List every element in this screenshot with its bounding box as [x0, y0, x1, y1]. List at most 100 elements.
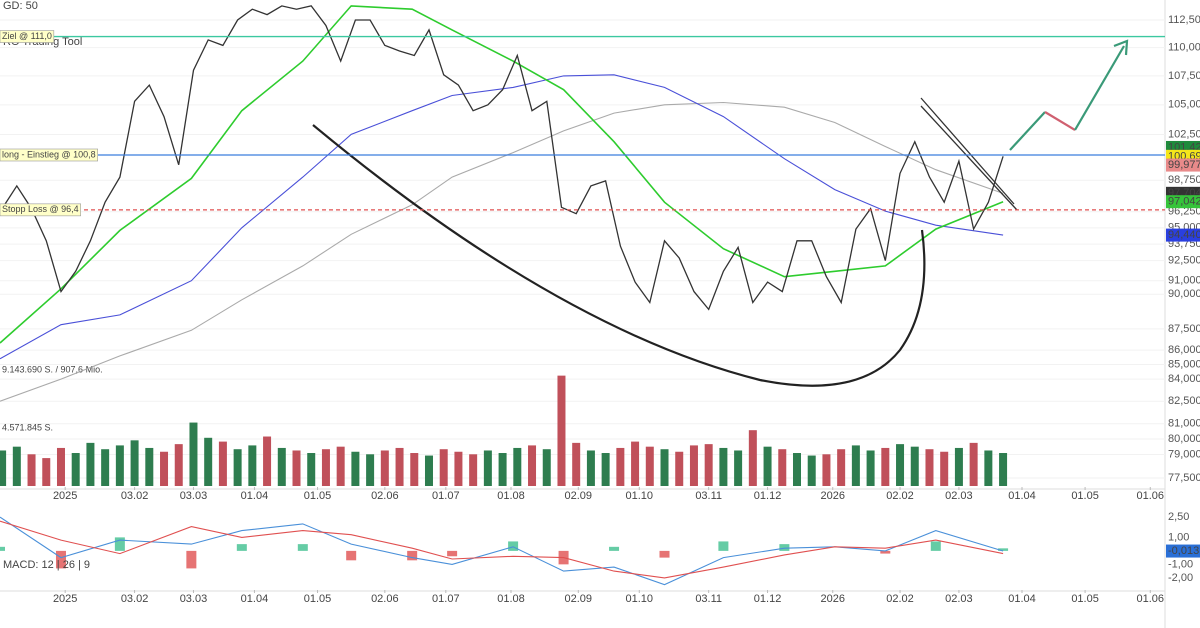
volume-bar [704, 444, 713, 486]
x-tick-label: 02.03 [945, 490, 973, 502]
x-tick-label: 02.09 [565, 490, 593, 502]
volume-bar [763, 446, 772, 486]
volume-bar [586, 450, 595, 486]
volume-bar [174, 444, 183, 486]
x-tick-label: 01.05 [1071, 593, 1099, 605]
volume-bar [792, 453, 801, 486]
x-tick-label: 02.06 [371, 490, 399, 502]
price-tag-label: 97,042 [1168, 196, 1200, 208]
volume-bar [645, 446, 654, 486]
level-label: long - Einstieg @ 100,8 [2, 149, 96, 159]
price-tag [1166, 195, 1200, 209]
volume-bar [454, 451, 463, 486]
volume-bar [734, 450, 743, 486]
histogram-bar [407, 550, 418, 561]
histogram-bar [236, 544, 247, 551]
histogram-bar [297, 544, 308, 551]
price-tag [1166, 544, 1200, 558]
histogram-bar [609, 546, 620, 551]
volume-tick-label: 9.143.690 S. / 907,6 Mio. [2, 364, 103, 374]
y-tick-label: -1,00 [1168, 558, 1193, 570]
trend-line [920, 105, 1018, 211]
level-label-box [0, 30, 55, 43]
volume-bar [366, 454, 375, 486]
histogram-bar [930, 541, 941, 551]
series-line [0, 5, 1004, 344]
volume-bar [307, 453, 316, 486]
volume-bar [395, 447, 404, 486]
volume-bar [866, 450, 875, 486]
series-line [0, 74, 1004, 360]
level-label-box [0, 203, 81, 217]
y-tick-label: 82,500 [1168, 395, 1200, 407]
histogram-bar [659, 550, 670, 558]
x-tick-label: 01.10 [626, 593, 654, 605]
axes: 112,500 110,000 107,500 105,000 102,500 98,75… [3, 0, 1200, 605]
x-tick-label: 01.08 [497, 490, 525, 502]
volume-bar [837, 449, 846, 486]
histogram-bar [0, 546, 5, 551]
y-tick-label: 105,000 [1168, 99, 1200, 111]
volume-bar [145, 447, 154, 486]
x-tick-label: 01.07 [432, 490, 460, 502]
volume-bar [557, 375, 566, 486]
volume-bar [248, 445, 257, 486]
legend-entry: GD: 50 [3, 0, 38, 12]
x-tick-label: 02.02 [886, 593, 914, 605]
price-tag [1166, 158, 1200, 172]
x-tick-label: 01.07 [432, 593, 460, 605]
projection-arrow [1074, 45, 1125, 131]
y-tick-label: -2,00 [1168, 572, 1193, 584]
volume-bar [513, 447, 522, 486]
x-tick-label: 2026 [821, 490, 845, 502]
volume-bar [748, 430, 757, 486]
y-tick-label: 80,000 [1168, 433, 1200, 445]
x-tick-label: 01.05 [304, 593, 332, 605]
x-tick-label: 01.12 [754, 593, 782, 605]
volume-bar [160, 451, 169, 486]
levels: Ziel @ 111,0 long - Einstieg @ 100,8 Stopp… [0, 30, 1165, 217]
volume-bar [969, 442, 978, 486]
x-tick-label: 2026 [821, 593, 845, 605]
volume-bar [101, 449, 110, 486]
x-tick-label: 03.02 [121, 490, 149, 502]
volume-bar [483, 450, 492, 486]
volume-bar [675, 451, 684, 486]
volume-bar [204, 437, 213, 486]
volume-bar [542, 449, 551, 486]
histogram-bar [718, 541, 729, 551]
x-tick-label: 02.09 [565, 593, 593, 605]
volume-bar [469, 454, 478, 486]
x-tick-label: 01.06 [1137, 490, 1165, 502]
volume-bar [807, 455, 816, 486]
volume-bar [439, 449, 448, 486]
volume-bar [881, 447, 890, 486]
macd-pane: MACD: 12 | 26 | 9 [0, 516, 1009, 586]
volume-bar [336, 446, 345, 486]
y-tick-label: 2,50 [1168, 511, 1189, 523]
y-tick-label: 112,500 [1168, 14, 1200, 26]
volume-bar [56, 447, 65, 486]
y-tick-label: 77,500 [1168, 472, 1200, 484]
y-tick-label: 92,500 [1168, 255, 1200, 267]
volume-bar [189, 422, 198, 486]
histogram-bar [346, 550, 357, 561]
y-tick-label: 107,500 [1168, 70, 1200, 82]
x-tick-label: 03.03 [180, 490, 208, 502]
volume-bar [380, 450, 389, 486]
histogram-bar [779, 544, 790, 551]
x-tick-label: 01.04 [1008, 593, 1036, 605]
volume-bar [689, 445, 698, 486]
volume-bar [822, 454, 831, 486]
y-tick-label: 1,00 [1168, 531, 1189, 543]
volume-bar [71, 453, 80, 486]
volume-bar [719, 447, 728, 486]
macd-label: MACD: 12 | 26 | 9 [3, 559, 90, 571]
x-tick-label: 01.05 [1071, 490, 1099, 502]
series-line [1, 5, 1004, 311]
volume-bar [86, 442, 95, 486]
volume-bar [233, 449, 242, 486]
